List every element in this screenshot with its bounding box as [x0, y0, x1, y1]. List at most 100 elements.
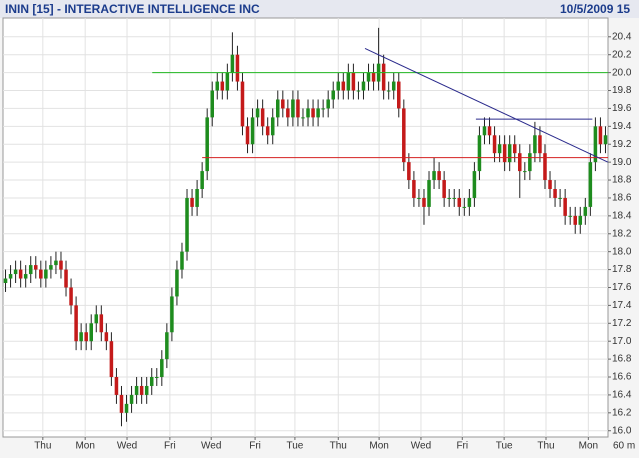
y-tick-label: 18.2: [612, 228, 632, 239]
candle-body: [281, 99, 285, 109]
candle-body: [346, 72, 351, 91]
candle-body: [13, 269, 18, 275]
x-tick-label: Wed: [201, 441, 221, 452]
candle-body: [74, 305, 78, 342]
chart-title: ININ [15] - INTERACTIVE INTELLIGENCE INC: [5, 2, 260, 16]
y-tick-label: 20.0: [612, 67, 632, 78]
candle-body: [417, 197, 421, 199]
candle-body: [69, 287, 73, 306]
y-tick-label: 18.6: [612, 193, 632, 204]
y-tick-label: 20.4: [612, 31, 632, 42]
x-tick-label: Fri: [456, 441, 468, 452]
reference-line: [364, 47, 609, 163]
y-tick-label: 19.4: [612, 121, 632, 132]
candle-body: [215, 81, 220, 91]
candle-body: [149, 377, 154, 386]
x-tick-label: Tue: [496, 441, 513, 452]
candle-body: [533, 135, 537, 154]
candle-body: [507, 144, 512, 163]
candle-body: [462, 206, 467, 208]
candle-body: [144, 385, 149, 395]
candle-body: [331, 90, 335, 100]
candle-body: [578, 215, 583, 225]
header-bar: [0, 0, 639, 18]
candle-body: [59, 260, 63, 270]
candle-body: [427, 180, 431, 207]
candle-body: [518, 153, 522, 172]
candle-body: [598, 126, 603, 145]
candle-body: [54, 260, 58, 266]
candle-body: [39, 269, 43, 279]
candle-body: [89, 323, 93, 342]
x-tick-label: Tue: [286, 441, 303, 452]
candle-body: [170, 296, 174, 333]
candle-body: [422, 197, 426, 207]
candle-body: [18, 269, 23, 279]
candle-body: [23, 274, 28, 279]
candle-body: [134, 385, 139, 395]
x-tick-label: Wed: [411, 441, 431, 452]
candle-body: [270, 117, 275, 136]
candle-body: [497, 144, 502, 154]
candle-body: [563, 197, 567, 216]
candle-body: [230, 54, 235, 73]
x-tick-label: Fri: [249, 441, 261, 452]
candle-body: [457, 197, 462, 207]
candle-body: [28, 265, 33, 275]
candle-body: [205, 117, 209, 172]
candle-body: [8, 274, 13, 279]
y-tick-label: 18.4: [612, 211, 632, 222]
candle-body: [84, 332, 88, 342]
candle-body: [568, 215, 572, 217]
x-tick-label: Thu: [34, 441, 51, 452]
candle-body: [311, 108, 315, 118]
candle-body: [316, 108, 320, 118]
candle-body: [104, 332, 109, 342]
candle-body: [523, 171, 527, 173]
candle-body: [442, 180, 446, 198]
candle-body: [200, 171, 204, 190]
candle-body: [306, 108, 310, 118]
candle-body: [472, 171, 477, 198]
candle-body: [467, 197, 472, 207]
candle-body: [250, 117, 255, 145]
candle-body: [44, 269, 48, 279]
y-tick-label: 18.8: [612, 175, 632, 186]
candle-body: [296, 99, 300, 118]
candle-body: [99, 314, 104, 333]
plot-area: [2, 17, 609, 438]
candle-body: [195, 189, 199, 207]
candle-body: [124, 403, 129, 413]
candle-body: [583, 206, 588, 216]
y-tick-label: 19.6: [612, 103, 632, 114]
y-tick-label: 16.6: [612, 372, 632, 383]
candle-body: [265, 126, 270, 136]
candle-body: [220, 81, 225, 91]
y-tick-label: 17.2: [612, 318, 632, 329]
candle-body: [139, 385, 144, 395]
candle-body: [593, 126, 598, 163]
candle-body: [255, 108, 260, 118]
candle-body: [588, 162, 593, 207]
candle-body: [487, 126, 492, 136]
x-tick-label: Wed: [117, 441, 137, 452]
candle-body: [94, 314, 99, 324]
y-tick-label: 16.4: [612, 390, 632, 401]
candle-body: [321, 108, 325, 110]
y-tick-label: 17.4: [612, 300, 632, 311]
candle-body: [477, 135, 482, 172]
candle-body: [356, 90, 361, 92]
candle-body: [291, 99, 295, 118]
candle-body: [391, 81, 396, 91]
candle-body: [155, 377, 159, 379]
candle-body: [79, 332, 83, 342]
candle-body: [371, 72, 376, 82]
y-tick-label: 17.8: [612, 264, 632, 275]
candle-body: [407, 162, 411, 181]
candle-body: [492, 135, 497, 154]
x-tick-label: Mon: [579, 441, 598, 452]
y-tick-label: 16.2: [612, 407, 632, 418]
candle-body: [165, 332, 169, 360]
candle-body: [543, 153, 547, 181]
